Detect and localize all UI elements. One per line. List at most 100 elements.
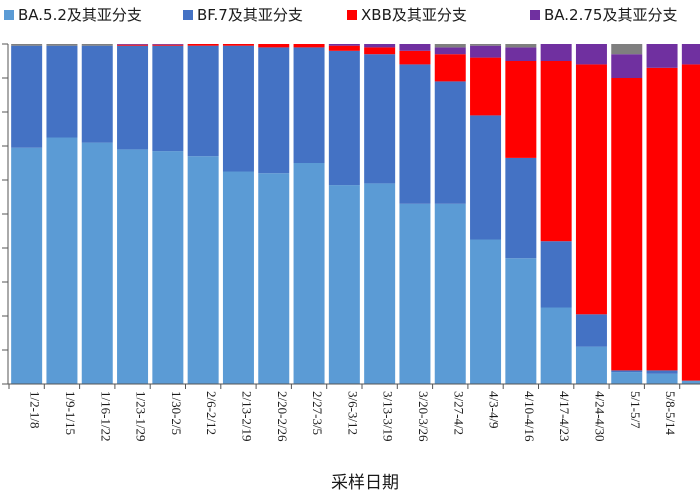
x-tick-label: 4/3-4/9 — [487, 391, 502, 429]
x-tick-label: 2/20-2/26 — [275, 391, 290, 442]
bar-segment-3-4 — [152, 44, 184, 45]
bar-segment-0-10 — [364, 183, 396, 384]
x-tick-label: 1/23-1/29 — [134, 391, 149, 442]
bar-segment-3-16 — [575, 44, 607, 65]
bar-segment-2-11 — [399, 50, 431, 65]
bar-segment-0-14 — [505, 258, 537, 384]
x-tick-label: 1/16-1/22 — [98, 391, 113, 442]
bar-segment-1-0 — [11, 45, 43, 148]
bar-segment-2-12 — [434, 54, 466, 82]
bar-segment-3-15 — [540, 44, 572, 61]
bar-segment-1-12 — [434, 81, 466, 204]
bar-segment-2-16 — [575, 64, 607, 315]
bar-segment-1-15 — [540, 241, 572, 308]
bar-segment-1-1 — [46, 45, 78, 138]
bar-segment-3-17 — [611, 54, 643, 78]
bar-segment-0-3 — [117, 149, 149, 384]
legend-label: XBB及其亚分支 — [361, 6, 467, 24]
bar-segment-1-14 — [505, 157, 537, 259]
x-tick-label: 2/13-2/19 — [239, 391, 254, 442]
bar-segment-1-11 — [399, 64, 431, 204]
bar-segment-1-8 — [293, 47, 325, 163]
bar-segment-0-8 — [293, 163, 325, 384]
bar-segment-4-17 — [611, 44, 643, 55]
x-tick-labels: 1/2-1/8 1/9-1/15 1/16-1/22 1/23-1/29 1/30-2/… — [28, 391, 700, 442]
bar-segment-0-1 — [46, 137, 78, 384]
x-tick-label: 5/15-5/21 — [698, 391, 700, 442]
bar-segment-0-15 — [540, 307, 572, 384]
legend-label: BA.5.2及其亚分支 — [18, 6, 142, 24]
x-tick-label: 3/13-3/19 — [381, 391, 396, 442]
bar-segment-4-0 — [11, 44, 43, 46]
x-tick-label: 2/27-3/5 — [310, 391, 325, 435]
bar-segment-0-9 — [328, 185, 360, 384]
bar-segment-0-5 — [187, 156, 219, 384]
bar-segment-3-18 — [646, 44, 678, 68]
bar-segment-2-7 — [258, 44, 290, 48]
bar-segment-2-18 — [646, 67, 678, 371]
bar-segment-1-9 — [328, 50, 360, 186]
bar-segment-1-5 — [187, 45, 219, 157]
bar-segment-3-10 — [364, 44, 396, 48]
legend-label: BF.7及其亚分支 — [197, 6, 303, 24]
bar-segment-2-4 — [152, 44, 184, 46]
x-tick-label: 4/24-4/30 — [592, 391, 607, 442]
bar-segment-1-7 — [258, 47, 290, 174]
legend-swatch — [347, 10, 357, 20]
bar-segment-0-11 — [399, 203, 431, 384]
x-tick-label: 3/6-3/12 — [345, 391, 360, 435]
bar-segment-2-15 — [540, 61, 572, 242]
x-axis-title: 采样日期 — [331, 473, 399, 493]
bar-segment-3-11 — [399, 44, 431, 51]
bar-segment-2-6 — [222, 44, 254, 46]
legend-swatch — [183, 10, 193, 20]
bar-segment-4-1 — [46, 44, 78, 46]
x-tick-label: 1/2-1/8 — [28, 391, 43, 429]
legend-swatch — [530, 10, 540, 20]
bar-segment-3-12 — [434, 47, 466, 55]
bar-segment-4-14 — [505, 44, 537, 48]
x-tick-label: 1/9-1/15 — [63, 391, 78, 435]
bar-segment-2-8 — [293, 44, 325, 48]
bar-segment-3-9 — [328, 44, 360, 46]
bar-segment-1-18 — [646, 370, 678, 374]
bar-segment-1-4 — [152, 45, 184, 152]
bar-segment-0-7 — [258, 173, 290, 384]
bar-segment-3-14 — [505, 47, 537, 61]
bar-segment-2-10 — [364, 47, 396, 55]
bar-segment-0-19 — [681, 380, 700, 384]
bar-segment-2-13 — [470, 57, 502, 116]
bar-segment-4-13 — [470, 44, 502, 46]
bar-segment-0-16 — [575, 346, 607, 384]
bar-segment-1-6 — [222, 45, 254, 172]
bar-segment-3-13 — [470, 45, 502, 58]
x-tick-label: 4/17-4/23 — [557, 391, 572, 442]
bar-segment-0-18 — [646, 373, 678, 384]
bar-segment-0-13 — [470, 239, 502, 384]
bar-segment-1-10 — [364, 54, 396, 184]
bar-segment-3-3 — [117, 44, 149, 45]
bar-segment-4-12 — [434, 44, 466, 48]
bar-segment-1-16 — [575, 314, 607, 347]
x-tick-label: 5/8-5/14 — [663, 391, 678, 436]
legend: BA.5.2及其亚分支 BF.7及其亚分支 XBB及其亚分支 BA.2.75及其亚分支 — [4, 6, 677, 24]
bar-segment-0-4 — [152, 151, 184, 384]
bar-segment-0-6 — [222, 171, 254, 384]
bar-segment-1-3 — [117, 45, 149, 150]
x-tick-label: 3/27-4/2 — [451, 391, 466, 435]
legend-swatch — [4, 10, 14, 20]
bar-segment-3-19 — [681, 44, 700, 65]
bar-segment-4-2 — [81, 44, 113, 46]
bar-segment-2-5 — [187, 44, 219, 46]
bar-segment-2-17 — [611, 78, 643, 371]
bar-segment-2-3 — [117, 44, 149, 46]
bar-segment-0-2 — [81, 142, 113, 384]
bars-group — [11, 44, 700, 384]
x-tick-label: 3/20-3/26 — [416, 391, 431, 442]
x-tick-label: 1/30-2/5 — [169, 391, 184, 435]
bar-segment-0-17 — [611, 372, 643, 384]
bar-segment-1-17 — [611, 370, 643, 373]
x-tick-label: 4/10-4/16 — [522, 391, 537, 442]
bar-segment-2-14 — [505, 61, 537, 158]
